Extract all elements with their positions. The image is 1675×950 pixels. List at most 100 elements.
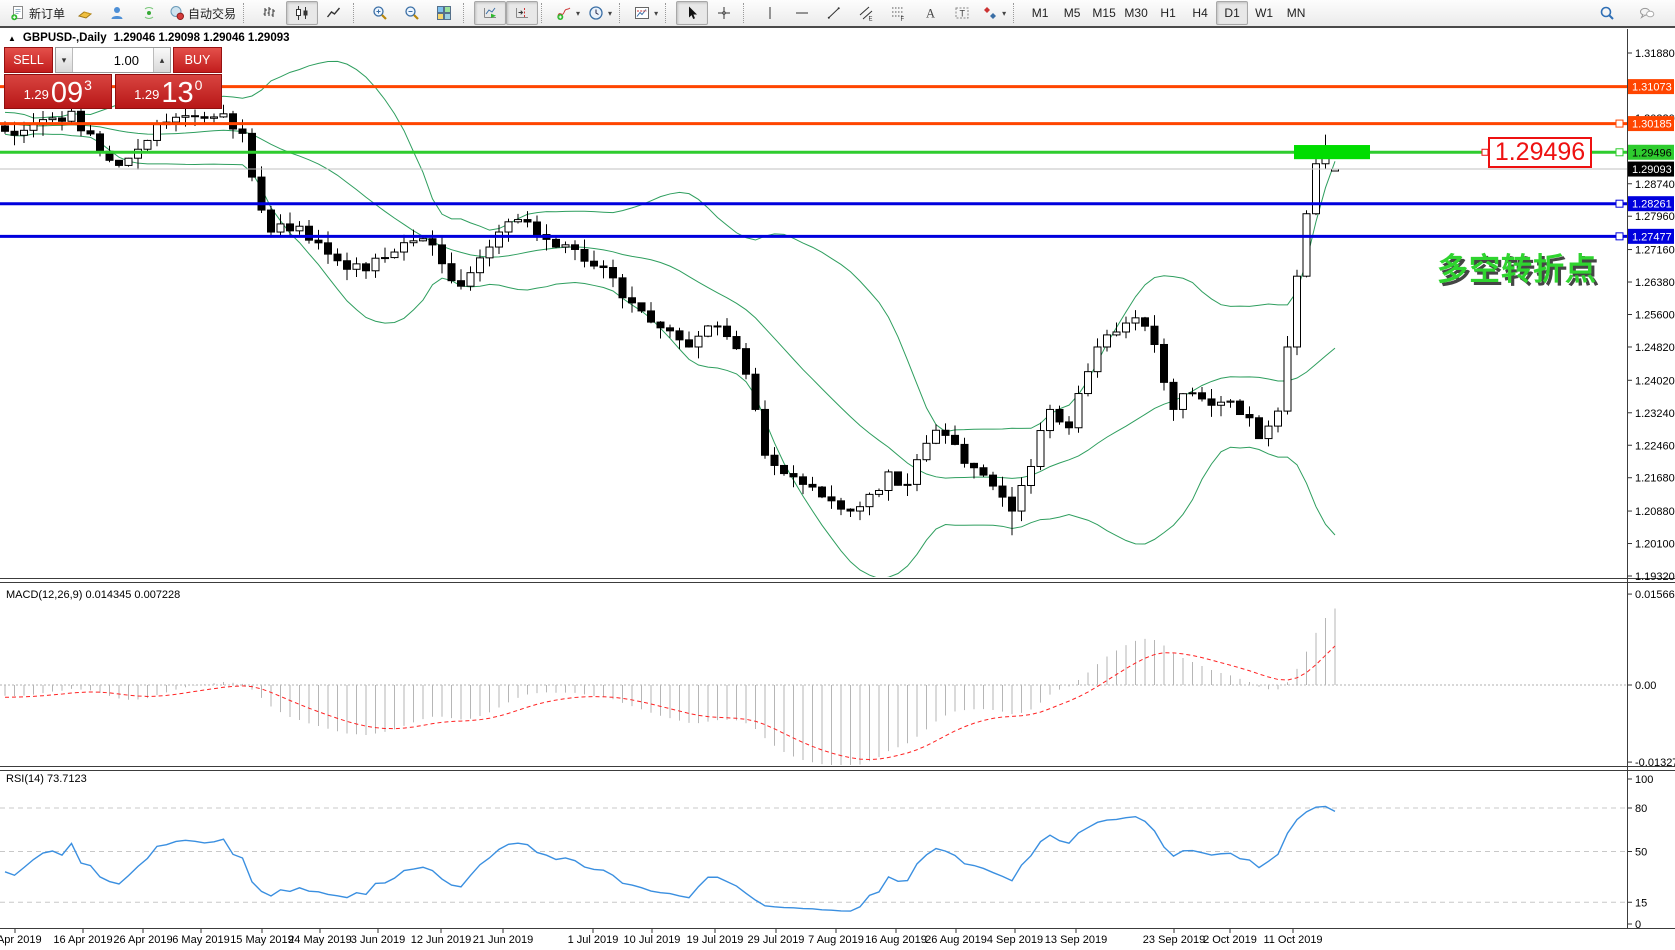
candle xyxy=(400,242,408,253)
tf-m5-button[interactable]: M5 xyxy=(1056,1,1088,25)
pane-splitter[interactable] xyxy=(0,578,1675,583)
buy-price-display[interactable]: 1.29 13 0 xyxy=(114,74,222,109)
candle xyxy=(590,260,598,267)
periods-button[interactable]: ▾ xyxy=(584,1,616,25)
candle xyxy=(390,251,399,259)
horizontal-line-button[interactable] xyxy=(786,1,818,25)
sell-price-display[interactable]: 1.29 09 3 xyxy=(4,74,112,109)
tf-m30-button[interactable]: M30 xyxy=(1120,1,1152,25)
volume-value[interactable]: 1.00 xyxy=(113,52,139,68)
candle xyxy=(1112,331,1121,336)
tf-h4-label: H4 xyxy=(1192,6,1208,20)
tf-m15-button[interactable]: M15 xyxy=(1088,1,1120,25)
channel-icon: E xyxy=(858,5,874,21)
line-chart-icon xyxy=(326,5,342,21)
search-button[interactable] xyxy=(1591,1,1623,25)
volume-stepper[interactable]: ▾ 1.00 ▴ xyxy=(55,47,171,73)
line-anchor-marker[interactable] xyxy=(1615,199,1624,208)
candle xyxy=(295,225,304,232)
pane-splitter[interactable] xyxy=(0,766,1675,771)
candle xyxy=(523,219,532,223)
candle xyxy=(770,454,779,466)
candle xyxy=(48,117,57,121)
tile-windows-button[interactable] xyxy=(428,1,460,25)
community-button[interactable] xyxy=(101,1,133,25)
candle xyxy=(314,239,323,244)
equidistant-channel-button[interactable]: E xyxy=(850,1,882,25)
fibonacci-button[interactable]: F xyxy=(882,1,914,25)
zoom-out-button[interactable] xyxy=(396,1,428,25)
new-order-button[interactable]: 新订单 xyxy=(6,1,69,25)
candle xyxy=(286,223,294,232)
auto-scroll-button[interactable] xyxy=(474,1,507,25)
line-anchor-marker[interactable] xyxy=(1615,148,1624,157)
candlestick-chart-button[interactable] xyxy=(286,1,319,25)
toolbar-separator xyxy=(619,3,626,23)
price-axis[interactable]: 1.318801.303201.287401.279601.271601.263… xyxy=(1628,48,1675,931)
trendline-button[interactable] xyxy=(818,1,850,25)
candle xyxy=(495,231,503,248)
volume-decrease-button[interactable]: ▾ xyxy=(56,48,73,72)
auto-trading-button[interactable]: 自动交易 xyxy=(165,1,240,25)
indicators-button[interactable]: ▾ xyxy=(552,1,584,25)
vertical-line-button[interactable] xyxy=(754,1,786,25)
tf-d1-button[interactable]: D1 xyxy=(1216,1,1249,25)
chart-shift-button[interactable] xyxy=(506,1,539,25)
zoom-in-button[interactable] xyxy=(364,1,396,25)
date-axis-label: 12 Jun 2019 xyxy=(411,934,472,946)
toolbar-separator xyxy=(353,3,360,23)
price-tag-label[interactable]: 1.29496 xyxy=(1488,137,1592,168)
candle xyxy=(970,462,978,469)
text-button[interactable]: A xyxy=(914,1,946,25)
candle xyxy=(1207,398,1216,406)
tf-mn-button[interactable]: MN xyxy=(1280,1,1312,25)
arrow-objects-button[interactable]: ▾ xyxy=(978,1,1010,25)
date-axis-label: 7 Aug 2019 xyxy=(808,934,864,946)
candle xyxy=(20,129,28,136)
candle xyxy=(343,260,351,270)
candle xyxy=(10,130,19,136)
candle xyxy=(381,257,389,260)
templates-button[interactable]: ▾ xyxy=(630,1,662,25)
rsi-line xyxy=(4,805,1336,912)
line-anchor-marker[interactable] xyxy=(1615,119,1624,128)
cursor-button[interactable] xyxy=(676,1,709,25)
turning-point-annotation: 多空转折点 xyxy=(1437,252,1597,287)
trade-panel-prices: 1.29 09 3 1.29 13 0 xyxy=(4,74,222,109)
volume-increase-button[interactable]: ▴ xyxy=(153,48,170,72)
price-level-badge-label: 1.27477 xyxy=(1632,231,1672,243)
auto-trading-label: 自动交易 xyxy=(188,6,237,21)
candle xyxy=(846,508,855,512)
rsi-axis-label: 80 xyxy=(1635,803,1647,815)
line-chart-button[interactable] xyxy=(318,1,350,25)
tf-m1-button[interactable]: M1 xyxy=(1024,1,1056,25)
bar-chart-button[interactable] xyxy=(254,1,286,25)
text-icon: A xyxy=(922,5,938,21)
candle xyxy=(362,263,370,272)
sell-button[interactable]: SELL xyxy=(4,47,53,73)
line-anchor-marker[interactable] xyxy=(1615,232,1624,241)
price-axis-label: 1.27960 xyxy=(1635,211,1675,223)
buy-button[interactable]: BUY xyxy=(173,47,222,73)
highlight-rectangle[interactable] xyxy=(1294,145,1370,160)
new-order-icon xyxy=(10,5,26,21)
date-axis-label: 29 Jul 2019 xyxy=(748,934,805,946)
toolbar-separator xyxy=(743,3,750,23)
pane-frames xyxy=(0,29,1675,929)
candle xyxy=(1236,400,1244,416)
tf-h1-button[interactable]: H1 xyxy=(1152,1,1184,25)
date-axis-label: 23 Sep 2019 xyxy=(1143,934,1205,946)
text-label-button[interactable]: T xyxy=(946,1,978,25)
deposit-button[interactable] xyxy=(69,1,101,25)
sell-price-big: 09 xyxy=(50,77,84,109)
collapse-icon[interactable]: ▲ xyxy=(8,33,16,43)
candle xyxy=(77,110,85,132)
tf-h4-button[interactable]: H4 xyxy=(1184,1,1216,25)
candle xyxy=(1160,343,1168,383)
tf-w1-button[interactable]: W1 xyxy=(1248,1,1280,25)
chat-button[interactable] xyxy=(1631,1,1663,25)
crosshair-button[interactable] xyxy=(708,1,740,25)
signals-button[interactable] xyxy=(133,1,165,25)
